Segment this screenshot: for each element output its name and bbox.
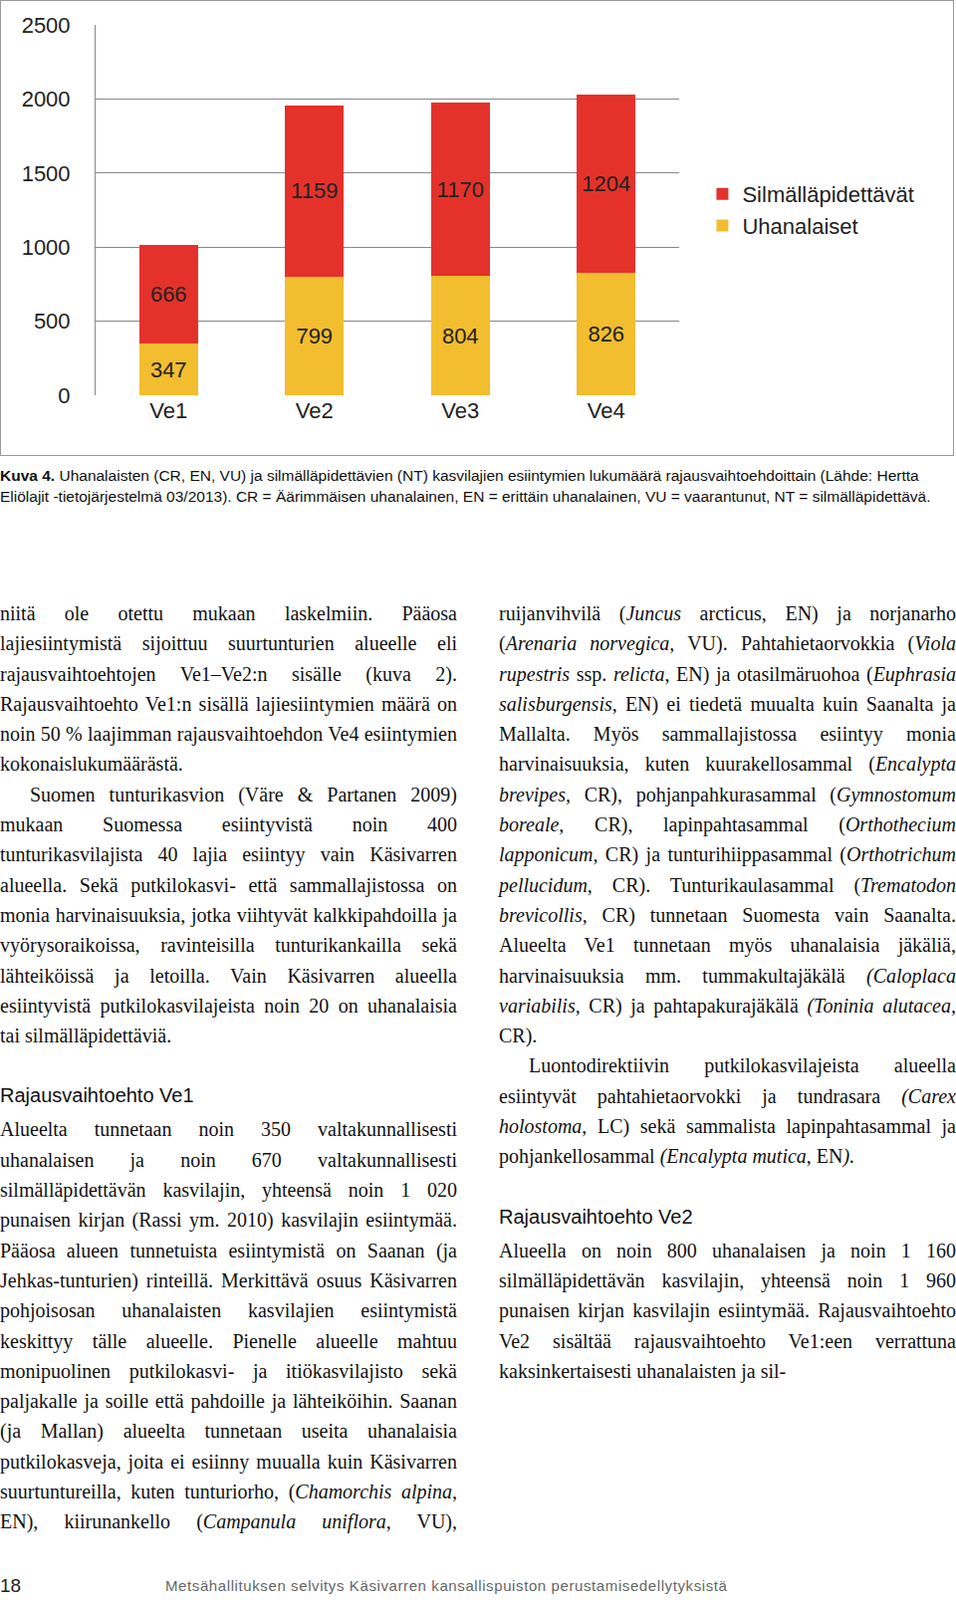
svg-text:1204: 1204: [581, 171, 631, 197]
html-text:Suomen tunturikasvion (Väre &: Suomen tunturikasvion (Väre & Partanen 2…: [0, 783, 458, 1047]
svg-text:1000: 1000: [21, 235, 71, 260]
svg-text:Ve1: Ve1: [149, 398, 188, 424]
html-text:Metsähallituksen selvitys Käsi: Metsähallituksen selvitys Käsivarren kan…: [165, 1577, 728, 1595]
svg-text:1500: 1500: [21, 161, 71, 187]
html-text:niitä ole otettu mukaan laskel: niitä ole otettu mukaan laskelmiin. Pääo…: [0, 602, 458, 776]
svg-text:1170: 1170: [437, 177, 484, 203]
html-text:Rajausvaihtoehto Ve1: Rajausvaihtoehto Ve1: [0, 1084, 194, 1107]
svg-text:804: 804: [442, 323, 479, 349]
svg-text:Ve3: Ve3: [441, 398, 479, 424]
svg-text:2000: 2000: [21, 86, 71, 112]
svg-text:826: 826: [587, 321, 625, 347]
svg-text:1159: 1159: [290, 178, 338, 204]
svg-text:2500: 2500: [21, 12, 71, 38]
html-text:Alueella on noin 800 uhanalais: Alueella on noin 800 uhanalaisen ja noin…: [498, 1239, 956, 1383]
html-text:Kuva 4. Uhanalaisten (CR, EN,: Kuva 4. Uhanalaisten (CR, EN, VU) ja sil…: [0, 467, 931, 505]
svg-text:666: 666: [150, 281, 188, 307]
html-text:EN), kiirunankello (Campanula: EN), kiirunankello (Campanula uniflora, …: [0, 602, 956, 1533]
html-text:Luontodirektiivin putkilokasvi: Luontodirektiivin putkilokasvilajeista a…: [498, 1055, 956, 1168]
svg-text:500: 500: [33, 308, 71, 334]
html-text:Rajausvaihtoehto Ve2: Rajausvaihtoehto Ve2: [498, 1205, 693, 1228]
html-text:18: 18: [0, 1575, 22, 1597]
html-text:Alueelta tunnetaan noin 350 va: Alueelta tunnetaan noin 350 valtakunnall…: [0, 1118, 458, 1503]
svg-text:Ve4: Ve4: [587, 398, 626, 424]
svg-text:799: 799: [295, 323, 333, 349]
svg-text:Silmälläpidettävät: Silmälläpidettävät: [741, 182, 914, 208]
svg-text:Uhanalaiset: Uhanalaiset: [741, 214, 858, 239]
svg-text:Ve2: Ve2: [295, 398, 334, 424]
svg-text:0: 0: [57, 383, 70, 409]
html-text:CR).: CR).: [498, 1024, 538, 1047]
svg-text:347: 347: [150, 357, 188, 383]
